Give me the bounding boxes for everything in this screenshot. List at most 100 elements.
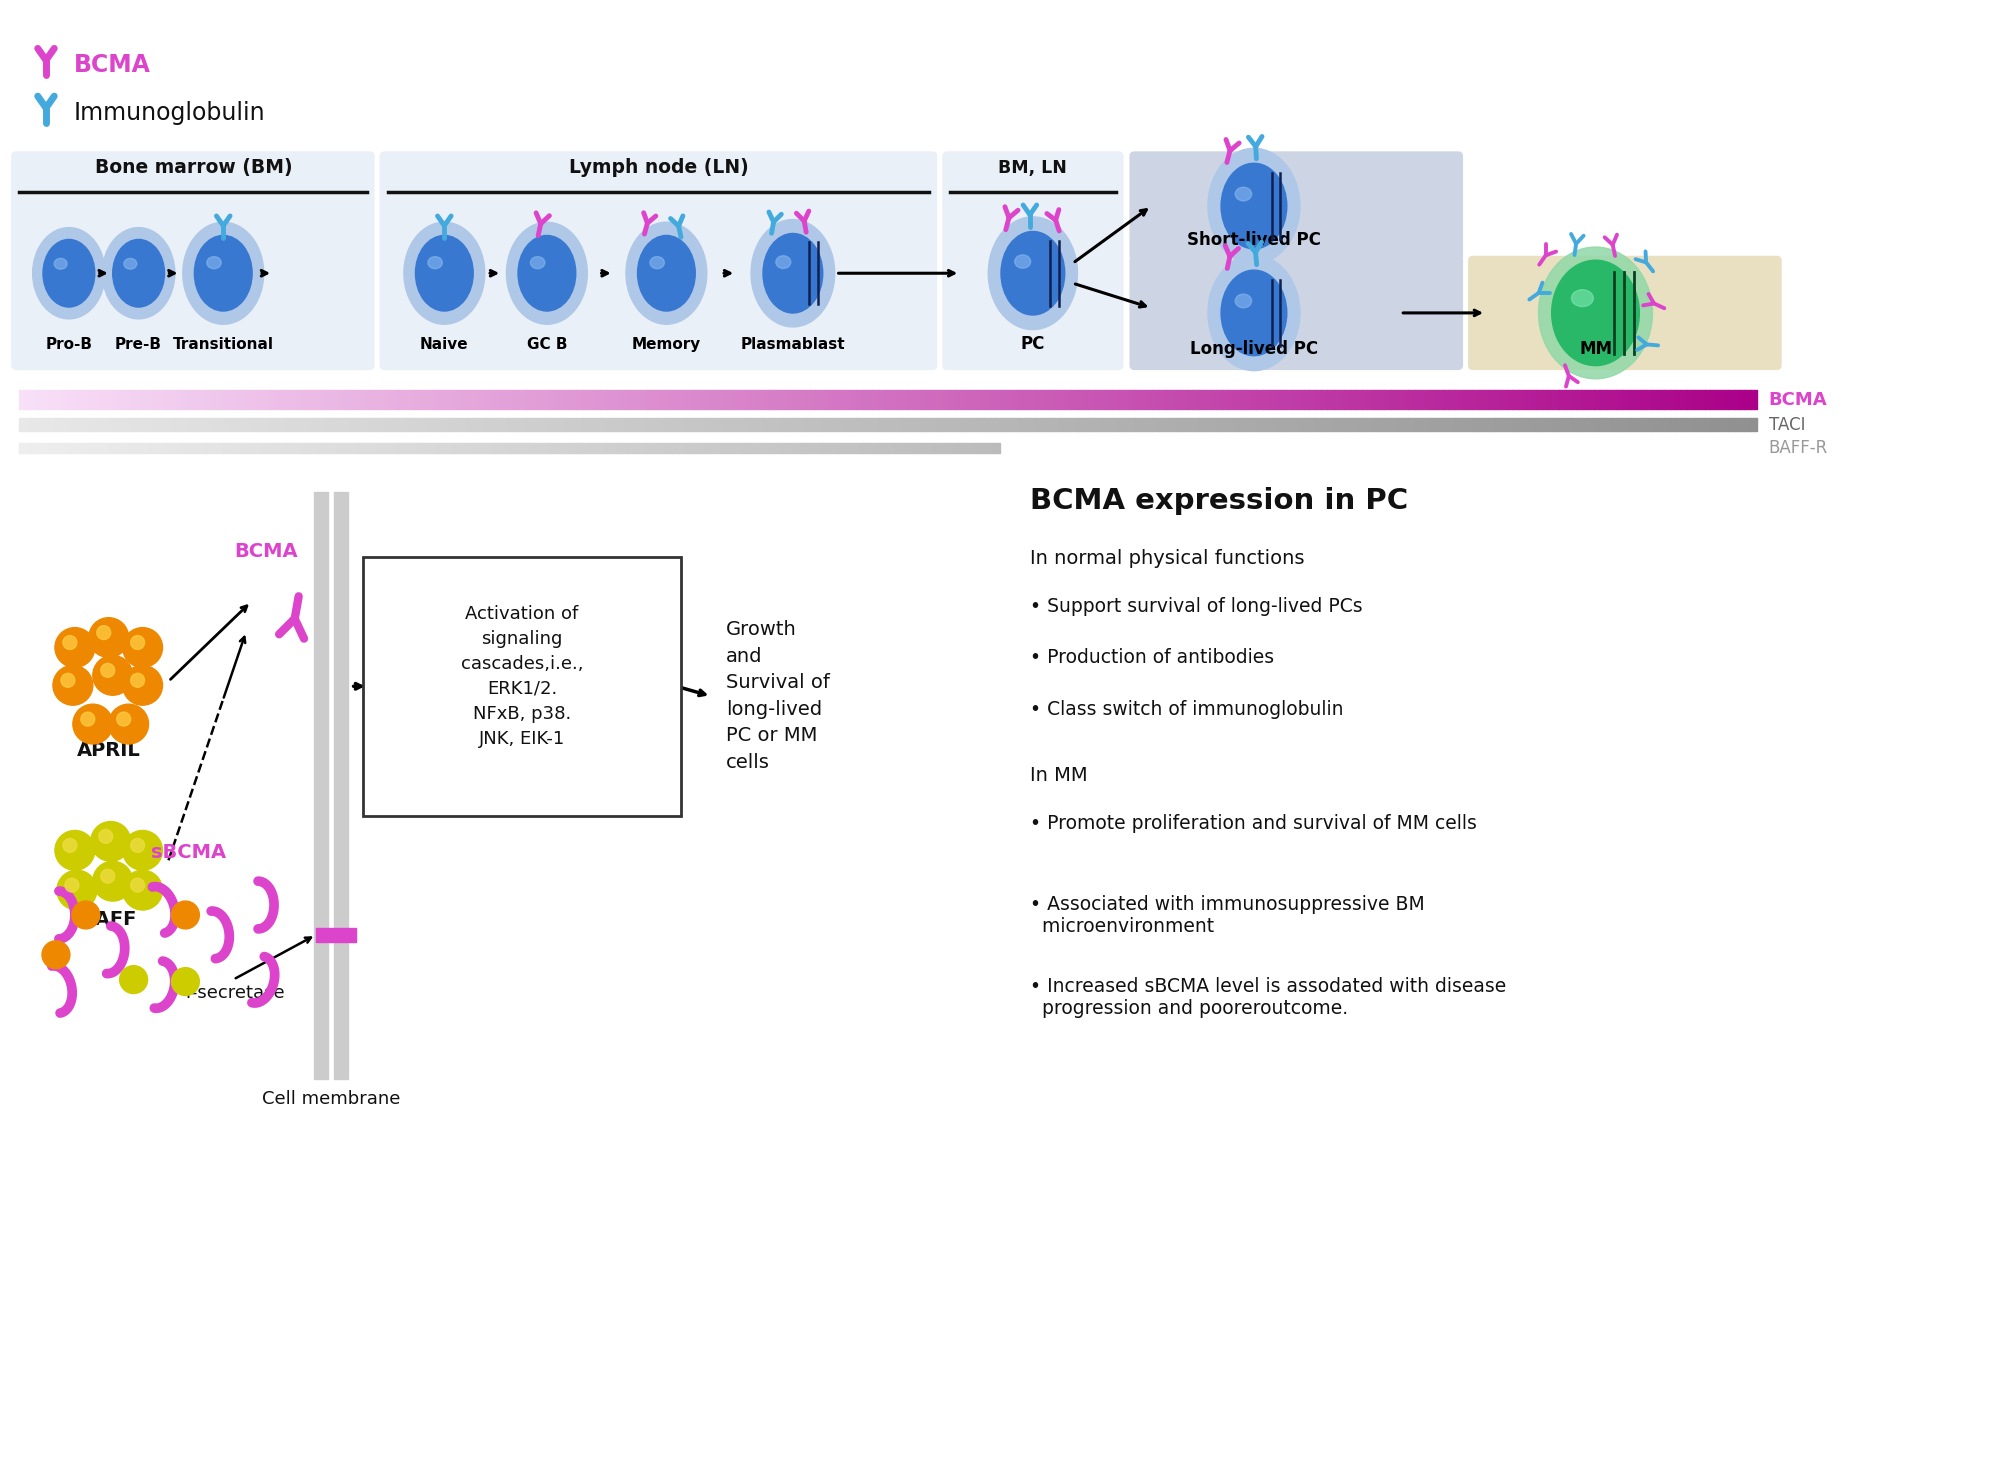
- Ellipse shape: [518, 235, 576, 310]
- Text: BCMA expression in PC: BCMA expression in PC: [1030, 487, 1408, 515]
- Text: BCMA: BCMA: [234, 541, 298, 560]
- Ellipse shape: [404, 222, 484, 324]
- Ellipse shape: [124, 259, 136, 269]
- Text: BAFF: BAFF: [80, 911, 136, 928]
- Text: Lymph node (LN): Lymph node (LN): [568, 159, 748, 177]
- Circle shape: [122, 665, 162, 705]
- Ellipse shape: [1572, 290, 1594, 306]
- Text: PC: PC: [1020, 335, 1046, 353]
- Text: Cell membrane: Cell membrane: [262, 1090, 400, 1108]
- Text: • Class switch of immunoglobulin: • Class switch of immunoglobulin: [1030, 700, 1344, 719]
- Circle shape: [92, 862, 132, 902]
- Ellipse shape: [1552, 260, 1640, 366]
- Ellipse shape: [1236, 294, 1252, 307]
- Text: In MM: In MM: [1030, 766, 1088, 786]
- FancyBboxPatch shape: [942, 152, 1124, 371]
- Circle shape: [122, 628, 162, 668]
- Ellipse shape: [206, 256, 222, 269]
- Text: Pro-B: Pro-B: [46, 337, 92, 352]
- Ellipse shape: [1538, 247, 1652, 378]
- Ellipse shape: [638, 235, 696, 310]
- Ellipse shape: [112, 240, 164, 307]
- Text: Immunoglobulin: Immunoglobulin: [74, 100, 266, 125]
- Ellipse shape: [1000, 231, 1064, 315]
- Ellipse shape: [530, 256, 544, 269]
- FancyBboxPatch shape: [1130, 152, 1464, 260]
- Circle shape: [130, 878, 144, 891]
- Circle shape: [96, 625, 110, 640]
- Circle shape: [122, 831, 162, 871]
- FancyBboxPatch shape: [12, 152, 374, 371]
- Circle shape: [42, 941, 70, 969]
- Circle shape: [100, 869, 114, 883]
- Circle shape: [60, 674, 74, 687]
- Text: Memory: Memory: [632, 337, 702, 352]
- Ellipse shape: [54, 259, 68, 269]
- Circle shape: [54, 628, 94, 668]
- Circle shape: [120, 965, 148, 993]
- Text: • Associated with immunosuppressive BM
  microenvironment: • Associated with immunosuppressive BM m…: [1030, 894, 1424, 936]
- Circle shape: [92, 656, 132, 696]
- Ellipse shape: [506, 222, 588, 324]
- Ellipse shape: [762, 234, 822, 313]
- Ellipse shape: [776, 256, 790, 269]
- Text: sBCMA: sBCMA: [150, 843, 226, 862]
- Text: Plasmablast: Plasmablast: [740, 337, 846, 352]
- Circle shape: [72, 705, 112, 744]
- Ellipse shape: [1208, 149, 1300, 263]
- Circle shape: [88, 618, 128, 658]
- Ellipse shape: [1222, 163, 1286, 249]
- Ellipse shape: [194, 235, 252, 310]
- Circle shape: [116, 712, 130, 727]
- Circle shape: [98, 830, 112, 843]
- Ellipse shape: [988, 216, 1078, 330]
- FancyBboxPatch shape: [1468, 256, 1782, 371]
- FancyBboxPatch shape: [380, 152, 938, 371]
- Ellipse shape: [182, 222, 264, 324]
- Circle shape: [108, 705, 148, 744]
- Circle shape: [80, 712, 94, 727]
- Text: MM: MM: [1580, 340, 1612, 357]
- Ellipse shape: [626, 222, 706, 324]
- Circle shape: [72, 902, 100, 928]
- Circle shape: [56, 871, 96, 911]
- Circle shape: [172, 968, 200, 996]
- Ellipse shape: [1208, 254, 1300, 371]
- FancyBboxPatch shape: [362, 558, 682, 815]
- Text: BAFF-R: BAFF-R: [1768, 438, 1828, 456]
- Text: In normal physical functions: In normal physical functions: [1030, 549, 1304, 568]
- Text: • Promote proliferation and survival of MM cells: • Promote proliferation and survival of …: [1030, 813, 1476, 833]
- Ellipse shape: [102, 228, 174, 319]
- Circle shape: [172, 902, 200, 928]
- Text: Pre-B: Pre-B: [116, 337, 162, 352]
- Text: Activation of
signaling
cascades,i.e.,
ERK1/2.
NFxB, p38.
JNK, EIK-1: Activation of signaling cascades,i.e., E…: [460, 605, 584, 747]
- Circle shape: [64, 878, 78, 891]
- Ellipse shape: [32, 228, 106, 319]
- Circle shape: [90, 821, 130, 862]
- FancyBboxPatch shape: [1130, 256, 1464, 371]
- Text: TACI: TACI: [1768, 416, 1806, 434]
- Text: Naive: Naive: [420, 337, 468, 352]
- Text: Short-lived PC: Short-lived PC: [1188, 231, 1320, 249]
- Ellipse shape: [1236, 187, 1252, 202]
- Circle shape: [52, 665, 92, 705]
- Ellipse shape: [1014, 254, 1030, 268]
- Text: Transitional: Transitional: [172, 337, 274, 352]
- Circle shape: [54, 831, 94, 871]
- Text: Y-secretase: Y-secretase: [182, 984, 284, 1002]
- Text: BCMA: BCMA: [1768, 391, 1828, 409]
- Text: GC B: GC B: [526, 337, 568, 352]
- Ellipse shape: [752, 219, 834, 327]
- Circle shape: [62, 838, 76, 852]
- Ellipse shape: [428, 256, 442, 269]
- Text: BM, LN: BM, LN: [998, 159, 1068, 177]
- Ellipse shape: [44, 240, 94, 307]
- Text: Growth
and
Survival of
long-lived
PC or MM
cells: Growth and Survival of long-lived PC or …: [726, 621, 830, 772]
- Circle shape: [130, 838, 144, 852]
- Circle shape: [100, 663, 114, 677]
- Circle shape: [122, 871, 162, 911]
- Text: Bone marrow (BM): Bone marrow (BM): [94, 159, 292, 177]
- Circle shape: [62, 635, 76, 650]
- Text: • Production of antibodies: • Production of antibodies: [1030, 649, 1274, 668]
- Text: Long-lived PC: Long-lived PC: [1190, 340, 1318, 357]
